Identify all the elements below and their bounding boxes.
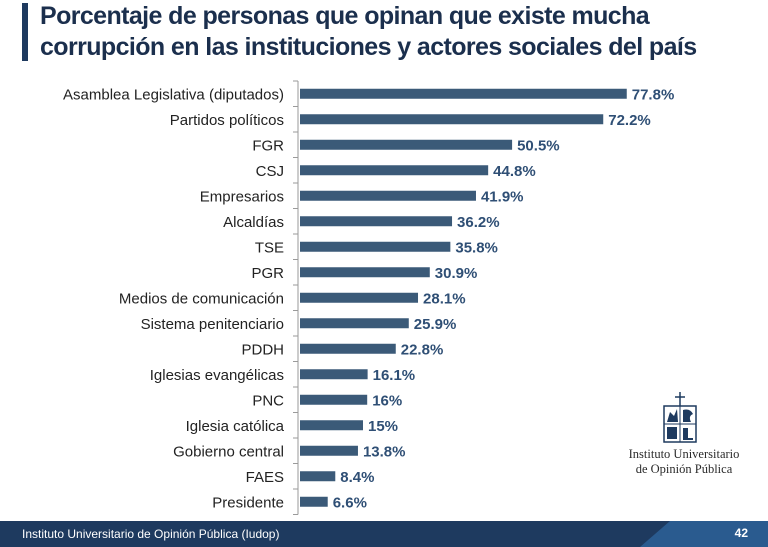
category-label: FAES [246, 469, 284, 486]
value-label: 15% [368, 418, 398, 435]
bar-chart: Asamblea Legislativa (diputados) 77.8% Par… [63, 80, 675, 515]
value-label: 6.6% [333, 494, 367, 511]
footer-accent [640, 521, 768, 547]
bar [300, 394, 368, 405]
category-label: PGR [251, 265, 284, 282]
value-label: 35.8% [455, 239, 498, 256]
value-label: 13.8% [363, 443, 406, 460]
category-label: Iglesias evangélicas [150, 367, 284, 384]
page-number: 42 [734, 526, 748, 540]
bar [300, 471, 336, 482]
value-label: 36.2% [457, 214, 500, 231]
category-label: Alcaldías [223, 214, 284, 231]
bar [300, 420, 363, 431]
bar [300, 292, 419, 303]
category-label: Empresarios [200, 188, 284, 205]
category-label: PDDH [241, 341, 284, 358]
bar [300, 318, 409, 329]
bar [300, 88, 627, 99]
value-label: 30.9% [435, 265, 478, 282]
value-label: 44.8% [493, 163, 536, 180]
bar [300, 241, 451, 252]
bar [300, 139, 513, 150]
iudop-logo: Instituto Universitario de Opinión Públi… [622, 392, 742, 482]
bar [300, 496, 328, 507]
bar [300, 343, 396, 354]
bar [300, 165, 489, 176]
value-label: 8.4% [340, 469, 374, 486]
value-label: 16% [372, 392, 402, 409]
value-label: 50.5% [517, 137, 560, 154]
category-label: PNC [252, 392, 284, 409]
category-label: Presidente [212, 494, 284, 511]
logo-caption-line1: Instituto Universitario [628, 447, 740, 461]
logo-caption-line2: de Opinión Pública [635, 462, 733, 476]
category-label: Gobierno central [173, 443, 284, 460]
category-label: Sistema penitenciario [141, 316, 284, 333]
value-label: 22.8% [401, 341, 444, 358]
chart-title: Porcentaje de personas que opinan que ex… [40, 2, 697, 61]
bar [300, 445, 358, 456]
bar [300, 190, 476, 201]
footer-text: Instituto Universitario de Opinión Públi… [22, 527, 280, 541]
bar [300, 216, 453, 227]
bar [300, 267, 430, 278]
category-label: TSE [255, 239, 284, 256]
value-label: 28.1% [423, 290, 466, 307]
value-label: 72.2% [608, 112, 651, 129]
value-label: 77.8% [632, 86, 675, 103]
value-label: 41.9% [481, 188, 524, 205]
category-label: CSJ [256, 163, 284, 180]
title-accent-bar [22, 3, 28, 61]
value-label: 16.1% [373, 367, 416, 384]
uca-emblem-icon [663, 392, 697, 443]
value-label: 25.9% [414, 316, 457, 333]
bar [300, 114, 604, 125]
logo-caption: Instituto Universitario de Opinión Públi… [622, 447, 746, 477]
category-label: Asamblea Legislativa (diputados) [63, 86, 284, 103]
category-label: Partidos políticos [170, 112, 284, 129]
category-label: FGR [252, 137, 284, 154]
category-label: Iglesia católica [186, 418, 285, 435]
bar [300, 369, 368, 380]
footer-bar: Instituto Universitario de Opinión Públi… [0, 521, 768, 547]
category-label: Medios de comunicación [119, 290, 284, 307]
